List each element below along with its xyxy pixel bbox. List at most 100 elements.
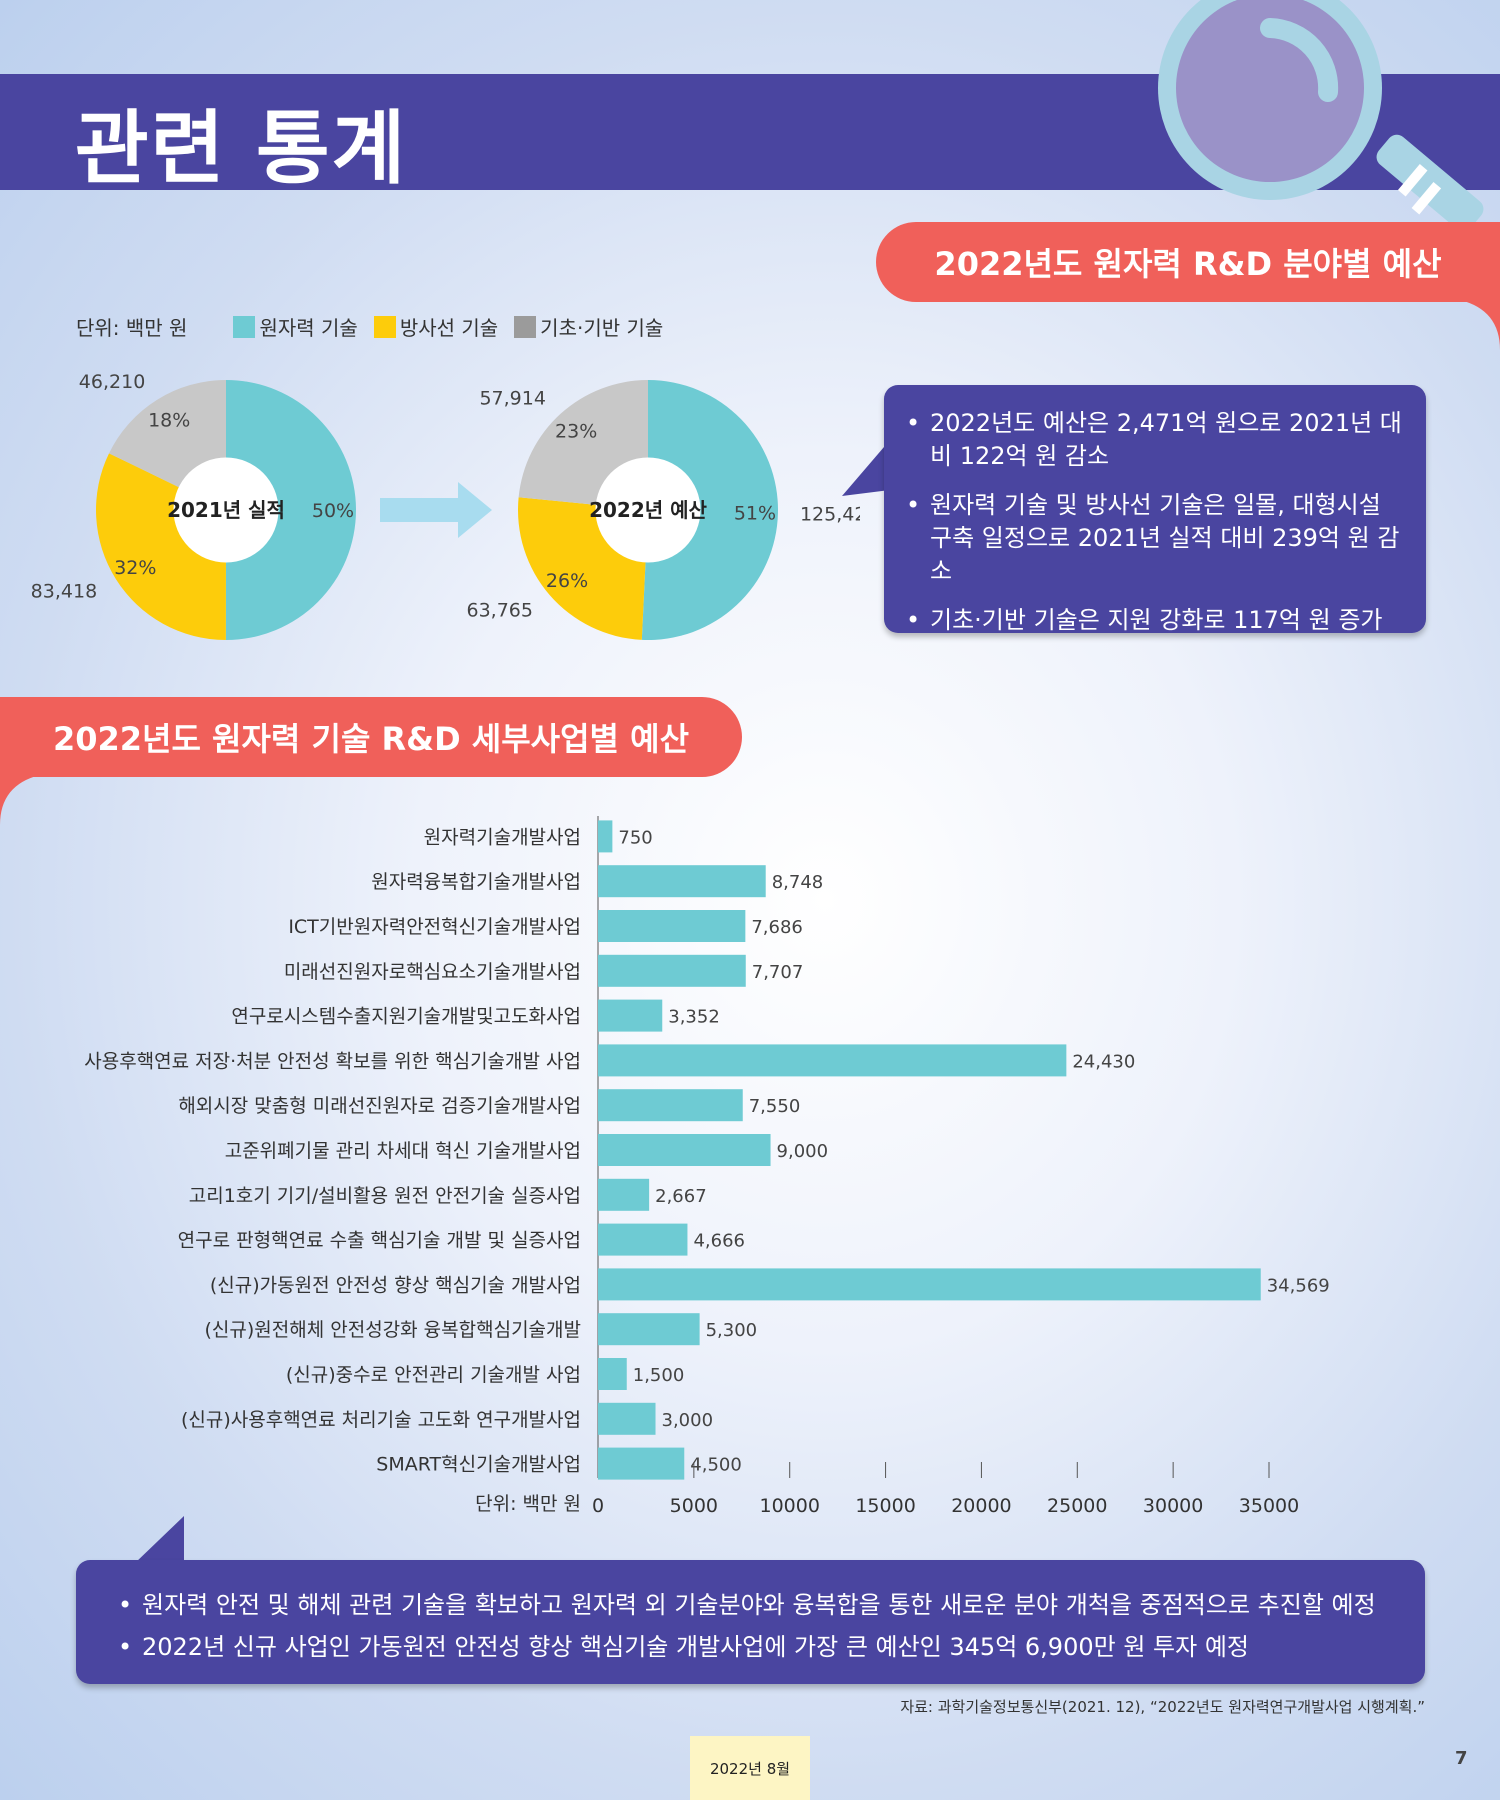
bar (598, 820, 613, 853)
bar-value-label: 4,500 (690, 1455, 742, 1476)
magnifier-icon (1158, 0, 1484, 230)
bar (598, 1447, 685, 1480)
bar (598, 1134, 771, 1166)
donut-hole (595, 457, 701, 563)
bar (598, 1044, 1067, 1077)
section2-title: 2022년도 원자력 기술 R&D 세부사업별 예산 (0, 697, 742, 777)
conclusion-bullet: 원자력 안전 및 해체 관련 기술을 확보하고 원자력 외 기술분야와 융복합을… (114, 1584, 1395, 1626)
category-label: 미래선진원자로핵심요소기술개발사업 (284, 961, 581, 983)
source-note: 자료: 과학기술정보통신부(2021. 12), “2022년도 원자력연구개발… (900, 1698, 1425, 1716)
bar-value-label: 2,667 (655, 1186, 707, 1207)
category-label: (신규)원전해체 안전성강화 융복합핵심기술개발 (204, 1319, 581, 1341)
page-title: 관련 통계 (75, 102, 408, 195)
x-tick-label: 35000 (1239, 1495, 1299, 1517)
category-label: 연구로시스템수출지원기술개발및고도화사업 (231, 1006, 581, 1028)
bar-value-label: 7,686 (751, 917, 803, 938)
bar (598, 1089, 743, 1122)
legend-swatch (514, 315, 537, 338)
x-tick-label: 25000 (1047, 1495, 1107, 1517)
legend-item-radiation: 방사선 기술 (373, 312, 499, 341)
legend-label: 기초·기반 기술 (540, 316, 664, 340)
bar (598, 999, 663, 1032)
arrow-right-icon (380, 482, 492, 538)
legend-label: 원자력 기술 (259, 316, 358, 340)
bar (598, 954, 746, 987)
ribbon-fold (0, 775, 40, 825)
bar-value-label: 8,748 (772, 872, 824, 893)
donut-slice (517, 497, 646, 640)
category-label: (신규)중수로 안전관리 기술개발 사업 (286, 1364, 581, 1386)
bar-value-label: 7,550 (749, 1096, 801, 1117)
bar-value-label: 5,300 (706, 1320, 758, 1341)
donut-slice (95, 453, 226, 640)
donut-slice (109, 380, 226, 488)
x-tick-label: 20000 (951, 1495, 1011, 1517)
donut-center-label: 2021년 실적 (167, 498, 285, 522)
category-label: ICT기반원자력안전혁신기술개발사업 (288, 916, 581, 938)
legend-item-nuclear: 원자력 기술 (233, 312, 358, 341)
bar (598, 1223, 688, 1256)
unit-label: 단위: 백만 원 (475, 1493, 581, 1515)
donut-percent-label: 32% (114, 557, 156, 579)
donut-slice (641, 380, 779, 640)
donut-value-label: 57,914 (479, 387, 545, 409)
bar-value-label: 24,430 (1072, 1051, 1135, 1072)
donut-value-label: 46,210 (79, 371, 145, 393)
donut-hole (173, 457, 279, 563)
bar-value-label: 9,000 (777, 1141, 829, 1162)
summary-bullet: 2022년도 예산은 2,471억 원으로 2021년 대비 122억 원 감소 (902, 407, 1406, 473)
summary-bullet: 원자력 기술 및 방사선 기술은 일몰, 대형시설 구축 일정으로 2021년 … (902, 489, 1406, 588)
bar-chart: 원자력기술개발사업 750 원자력융복합기술개발사업 8,748 ICT기반원자력안전혁… (84, 816, 1330, 1517)
category-label: 고리1호기 기기/설비활용 원전 안전기술 실증사업 (189, 1185, 581, 1207)
bar (598, 1402, 656, 1435)
bar-value-label: 4,666 (693, 1231, 745, 1252)
donut-percent-label: 51% (734, 503, 776, 525)
bar (598, 1313, 700, 1346)
donut-value-label: 83,418 (31, 581, 97, 603)
category-label: 해외시장 맞춤형 미래선진원자로 검증기술개발사업 (178, 1095, 581, 1117)
category-label: (신규)사용후핵연료 처리기술 고도화 연구개발사업 (181, 1409, 581, 1431)
category-label: 사용후핵연료 저장·처분 안전성 확보를 위한 핵심기술개발 사업 (84, 1050, 581, 1072)
bar (598, 1178, 650, 1211)
bar-value-label: 34,569 (1267, 1275, 1330, 1296)
section1-title: 2022년도 원자력 R&D 분야별 예산 (876, 222, 1500, 302)
legend-swatch (373, 315, 396, 338)
category-label: 고준위폐기물 관리 차세대 혁신 기술개발사업 (225, 1140, 581, 1162)
conclusion-callout: 원자력 안전 및 해체 관련 기술을 확보하고 원자력 외 기술분야와 융복합을… (76, 1560, 1425, 1684)
donut-value-label: 125,425 (800, 504, 860, 526)
legend-label: 방사선 기술 (399, 316, 499, 340)
bar (598, 1358, 627, 1390)
category-label: (신규)가동원전 안전성 향상 핵심기술 개발사업 (210, 1274, 581, 1296)
bar-value-label: 1,500 (633, 1365, 685, 1386)
legend-item-basic: 기초·기반 기술 (514, 312, 663, 341)
donut-slice (518, 380, 648, 505)
conclusion-bullet: 2022년 신규 사업인 가동원전 안전성 향상 핵심기술 개발사업에 가장 큰… (114, 1626, 1395, 1668)
callout-pointer (842, 440, 890, 496)
category-label: SMART혁신기술개발사업 (376, 1454, 581, 1476)
donut-value-label: 63,765 (466, 599, 532, 621)
legend: 단위: 백만 원 원자력 기술 방사선 기술 기초·기반 기술 (76, 312, 679, 341)
category-label: 원자력기술개발사업 (424, 826, 581, 848)
bar-value-label: 7,707 (752, 962, 804, 983)
ribbon-fold (1460, 300, 1500, 350)
bar (598, 1268, 1261, 1301)
bar-value-label: 3,000 (662, 1410, 714, 1431)
x-tick-label: 10000 (759, 1495, 819, 1517)
x-tick-label: 0 (592, 1495, 604, 1517)
x-tick-label: 5000 (670, 1495, 718, 1517)
bar-value-label: 3,352 (668, 1007, 720, 1028)
bar-value-label: 750 (618, 827, 652, 848)
bar (598, 865, 766, 898)
footer-date: 2022년 8월 (690, 1736, 810, 1800)
callout-pointer (134, 1516, 184, 1564)
legend-swatch (233, 315, 256, 338)
summary-callout: 2022년도 예산은 2,471억 원으로 2021년 대비 122억 원 감소… (884, 385, 1426, 637)
category-label: 원자력융복합기술개발사업 (371, 871, 581, 893)
donut-center-label: 2022년 예산 (589, 498, 707, 522)
summary-bullet: 기초·기반 기술은 지원 강화로 117억 원 증가 (902, 604, 1406, 637)
donut-percent-label: 26% (546, 570, 588, 592)
x-tick-label: 30000 (1143, 1495, 1203, 1517)
category-label: 연구로 판형핵연료 수출 핵심기술 개발 및 실증사업 (178, 1230, 581, 1252)
unit-label: 단위: 백만 원 (76, 316, 188, 340)
